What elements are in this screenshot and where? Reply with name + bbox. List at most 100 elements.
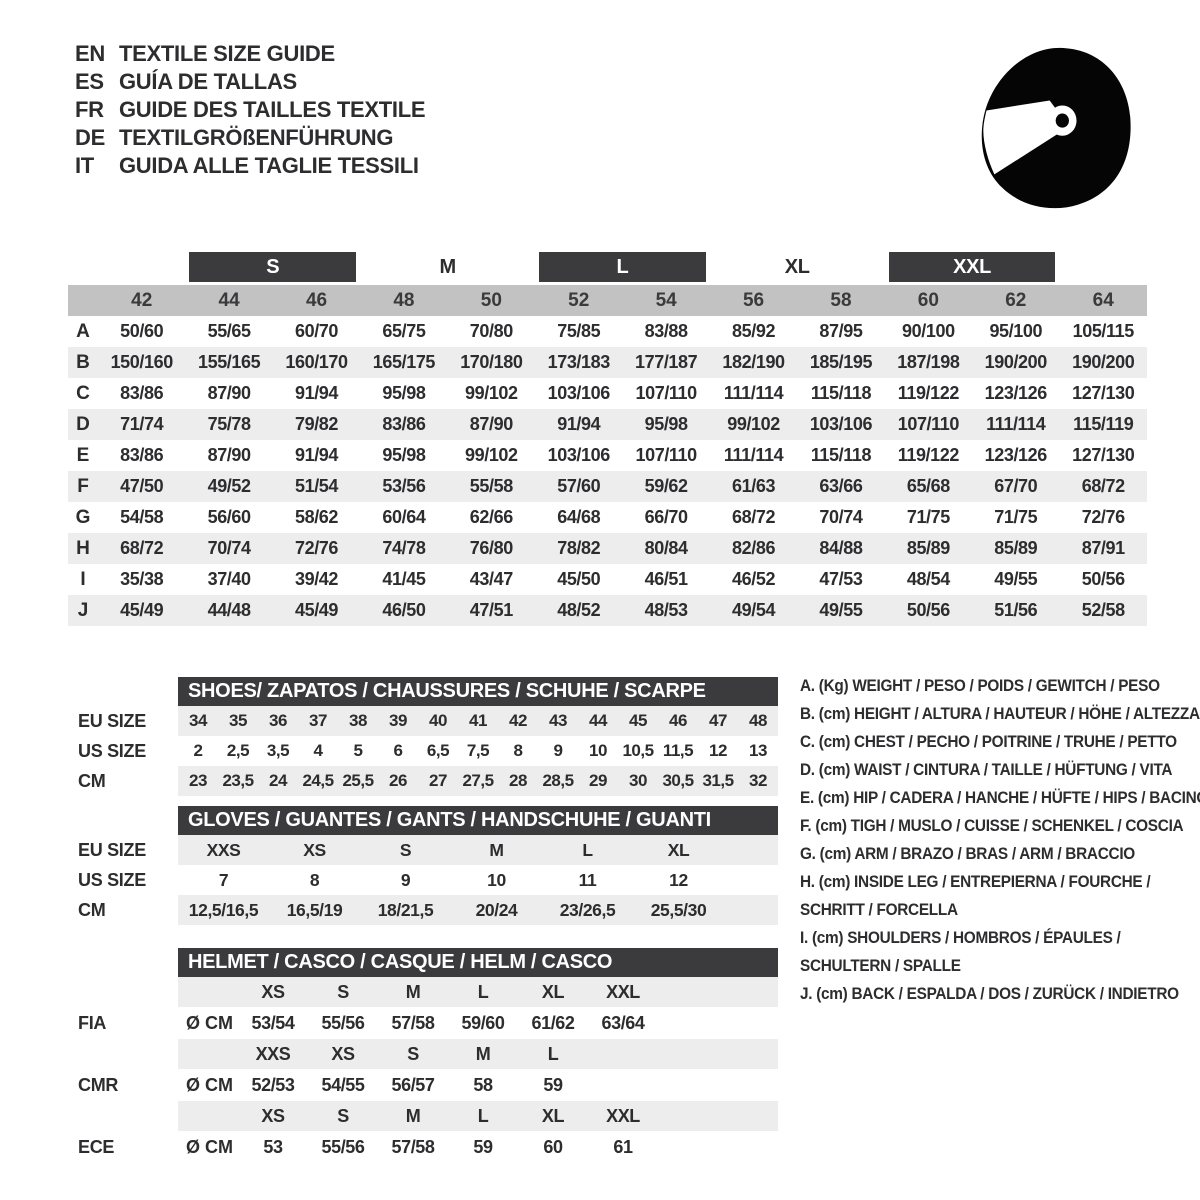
value-cell: 29 — [589, 771, 607, 790]
size-group-spacer — [1063, 252, 1143, 282]
size-value: 107/110 — [635, 383, 698, 403]
row-label: I — [80, 568, 86, 590]
numeric-size: 54 — [655, 289, 677, 311]
legend-line: I. (cm) SHOULDERS / HOMBROS / ÉPAULES / — [800, 929, 1121, 947]
size-value: 35/38 — [120, 569, 164, 589]
size-value: 80/84 — [644, 538, 688, 558]
value-cell: 36 — [269, 711, 287, 730]
size-value: 74/78 — [382, 538, 426, 558]
value-cell: 6 — [393, 741, 403, 760]
size-value: 84/88 — [819, 538, 863, 558]
size-value: 65/75 — [382, 321, 426, 341]
legend-item: G. (cm) ARM / BRAZO / BRAS / ARM / BRACC… — [800, 840, 1200, 868]
size-value: 75/78 — [207, 414, 251, 434]
main-size-table: S M L XL XXL 42 44 46 48 50 52 54 56 58 60 62 64 A 50/60… — [68, 252, 1147, 626]
racing-helmet-icon — [977, 45, 1135, 213]
visor-pivot-dot — [1055, 113, 1069, 128]
value-cell: 27 — [429, 771, 447, 790]
value-cell: 13 — [749, 741, 767, 760]
value-cell: 11 — [578, 869, 597, 890]
helmet-size-header-row: XXS XS S M L — [65, 1039, 778, 1069]
size-value: 60/64 — [382, 507, 426, 527]
value-cell: M — [489, 839, 504, 860]
size-value: 91/94 — [294, 383, 339, 403]
value-cell: 42 — [509, 711, 527, 730]
language-code: FR — [75, 97, 104, 122]
legend-item: B. (cm) HEIGHT / ALTURA / HAUTEUR / HÖHE… — [800, 700, 1200, 728]
numeric-size: 46 — [305, 289, 328, 311]
value-cell: 43 — [549, 711, 567, 730]
size-value: 46/52 — [732, 569, 776, 589]
shoes-table-title: SHOES/ ZAPATOS / CHAUSSURES / SCHUHE / S… — [188, 680, 706, 702]
size-group-xxl: XXL — [888, 252, 1056, 282]
size-value: 59 — [543, 1074, 563, 1095]
size-value: 50/56 — [1081, 569, 1125, 589]
legend-line: SCHRITT / FORCELLA — [800, 901, 958, 919]
size-value: 87/90 — [469, 414, 513, 434]
size-value: 95/98 — [382, 383, 426, 403]
value-cell: 48 — [749, 711, 767, 730]
table-row: CM 23 23,5 24 24,5 25,5 26 27 27,5 28 28,5 29 30 30,5… — [65, 766, 778, 796]
row-label: A — [76, 320, 90, 342]
row-label: H — [76, 537, 90, 559]
size-label: S — [337, 1105, 349, 1126]
size-value: 115/119 — [1073, 414, 1134, 434]
language-code: EN — [75, 41, 105, 66]
size-label: L — [547, 1043, 559, 1064]
language-title-list: EN TEXTILE SIZE GUIDE ES GUÍA DE TALLAS FR GU… — [75, 40, 426, 180]
size-value: 83/86 — [120, 445, 164, 465]
standard-label: CMR — [78, 1074, 119, 1095]
size-value: 56/57 — [391, 1074, 435, 1095]
legend-item: F. (cm) TIGH / MUSLO / CUISSE / SCHENKEL… — [800, 812, 1200, 840]
gloves-table: GLOVES / GUANTES / GANTS / HANDSCHUHE / … — [65, 806, 778, 925]
size-value: 51/56 — [994, 600, 1038, 620]
value-cell: 20/24 — [475, 899, 518, 920]
language-code: ES — [75, 69, 104, 94]
size-value: 50/56 — [906, 600, 950, 620]
size-value: 61 — [613, 1136, 633, 1157]
value-cell: 37 — [309, 711, 327, 730]
helmet-table-header: HELMET / CASCO / CASQUE / HELM / CASCO — [178, 948, 778, 977]
size-value: 103/106 — [809, 414, 873, 434]
size-row: G 54/58 56/60 58/62 60/64 62/66 64/68 66/70 68/7… — [68, 502, 1147, 533]
size-group-cell: M — [360, 252, 535, 285]
size-value: 83/88 — [644, 321, 688, 341]
row-label: C — [76, 382, 90, 404]
legend-item: J. (cm) BACK / ESPALDA / DOS / ZURÜCK / … — [800, 980, 1200, 1008]
legend-line: E. (cm) HIP / CADERA / HANCHE / HÜFTE / … — [800, 789, 1200, 807]
size-row: C 83/86 87/90 91/94 95/98 99/102 103/106 107/11… — [68, 378, 1147, 409]
size-value: 99/102 — [727, 414, 780, 434]
size-group-cell: L — [535, 252, 710, 285]
size-label: XXL — [606, 981, 640, 1002]
value-cell: 34 — [189, 711, 207, 730]
size-value: 68/72 — [120, 538, 164, 558]
size-value: 82/86 — [732, 538, 776, 558]
size-label: S — [337, 981, 349, 1002]
value-cell: 31,5 — [702, 771, 734, 790]
size-value: 59/60 — [461, 1012, 505, 1033]
size-value: 91/94 — [557, 414, 601, 434]
size-row: J 45/49 44/48 45/49 46/50 47/51 48/52 48/53 49/5… — [68, 595, 1147, 626]
row-values: 7 8 9 10 11 12 — [178, 865, 778, 895]
size-label: M — [405, 1105, 421, 1126]
table-row: EU SIZE XXS XS S M L XL — [65, 835, 778, 865]
value-cell: 7 — [218, 869, 229, 890]
value-cell: 24 — [269, 771, 287, 790]
standard-label: ECE — [78, 1136, 115, 1157]
value-cell: 30 — [629, 771, 647, 790]
size-label: XXL — [606, 1105, 640, 1126]
size-value: 87/90 — [207, 445, 251, 465]
guide-title-fr: GUIDE DES TAILLES TEXTILE — [119, 97, 426, 122]
size-value: 70/80 — [469, 321, 513, 341]
value-cell: 6,5 — [426, 741, 450, 760]
diameter-unit: Ø CM — [186, 1136, 233, 1157]
size-value: 49/55 — [819, 600, 863, 620]
size-value: 111/114 — [723, 445, 784, 465]
value-cell: 18/21,5 — [377, 899, 434, 920]
size-value: 50/60 — [120, 321, 164, 341]
value-cell: 40 — [429, 711, 447, 730]
value-cell: 30,5 — [662, 771, 694, 790]
helmet-table: HELMET / CASCO / CASQUE / HELM / CASCO X… — [65, 948, 778, 1163]
size-value: 48/53 — [644, 600, 688, 620]
